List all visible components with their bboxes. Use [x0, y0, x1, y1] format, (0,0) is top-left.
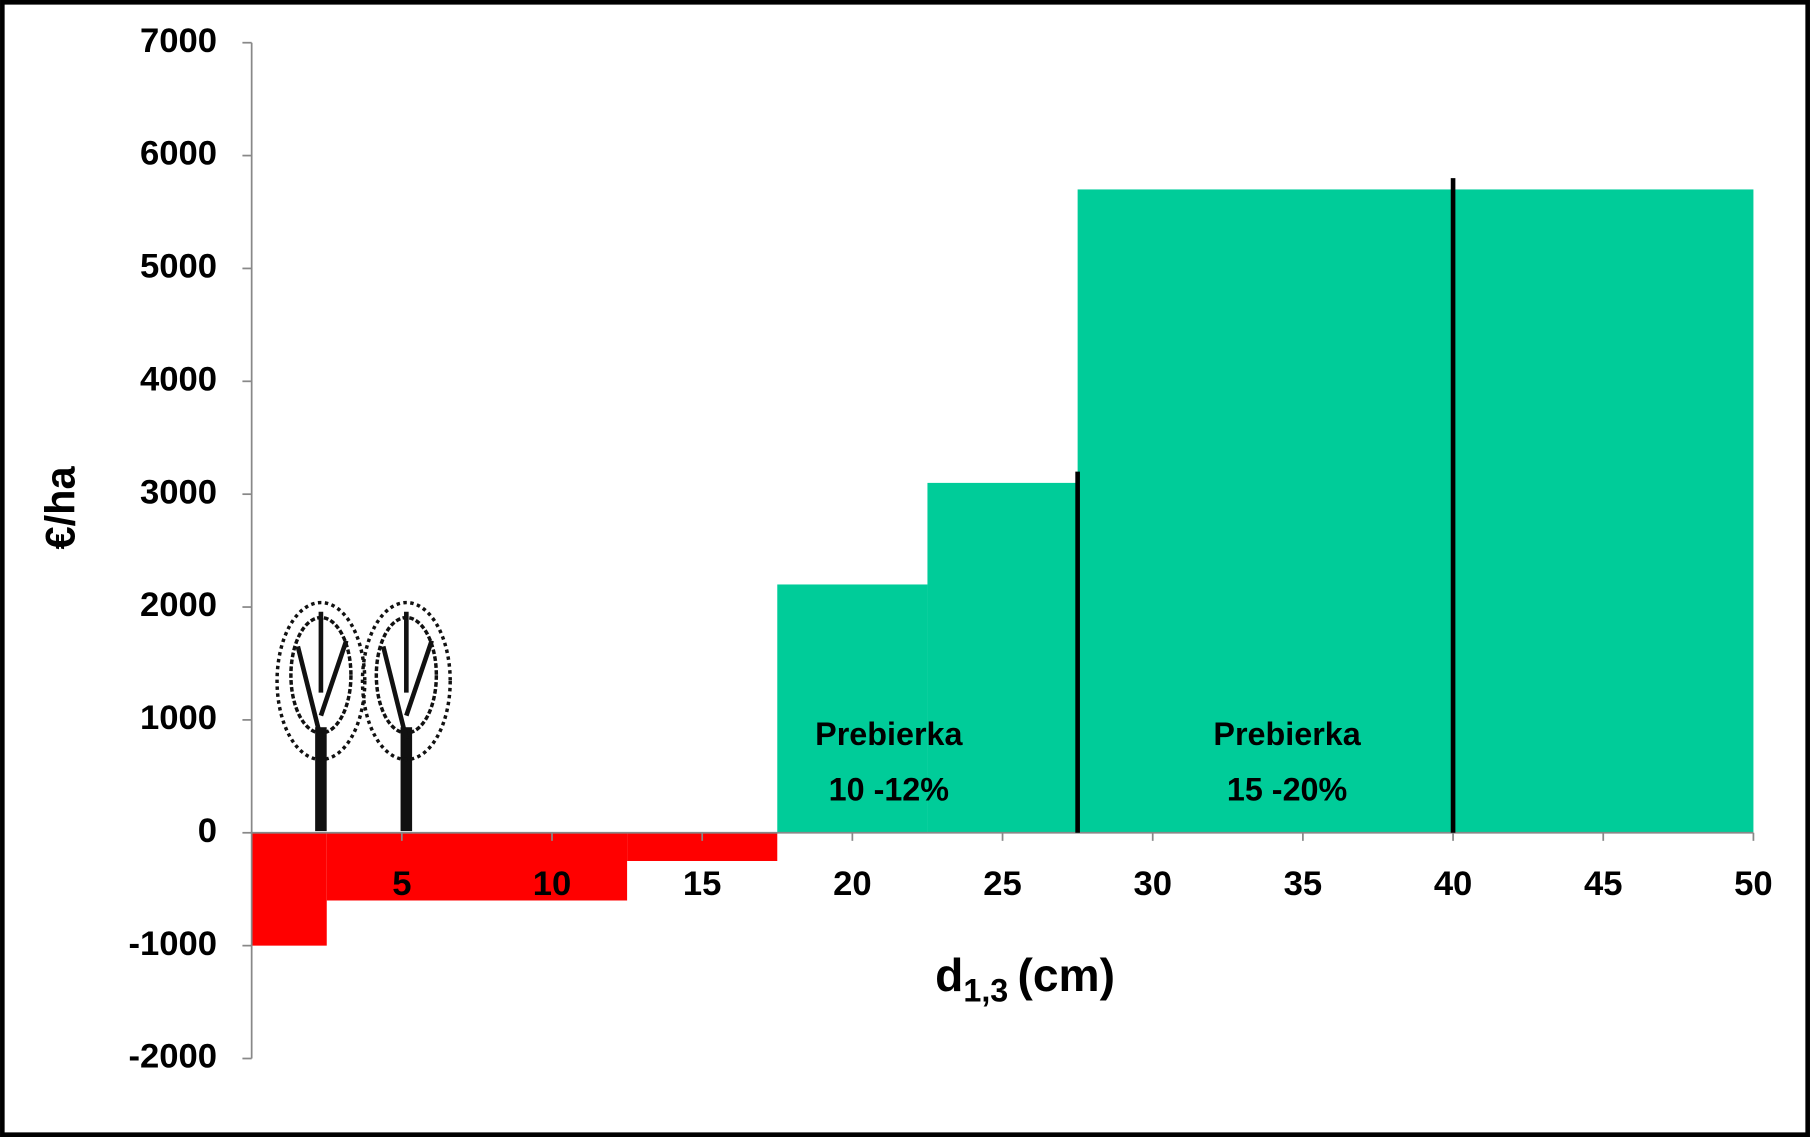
- bar: [777, 584, 928, 833]
- annotation: 10 -12%: [829, 771, 949, 807]
- x-tick-label: 5: [392, 865, 411, 903]
- x-tick-label: 45: [1584, 865, 1623, 903]
- y-tick-label: -2000: [128, 1038, 217, 1076]
- tree-icons: [275, 600, 452, 832]
- x-tick-label: 40: [1434, 865, 1473, 903]
- y-tick-label: 6000: [140, 135, 217, 173]
- x-tick-label: 10: [533, 865, 571, 903]
- x-tick-label: 15: [683, 865, 722, 903]
- y-axis-label: €/ha: [36, 465, 83, 549]
- y-tick-label: 2000: [140, 586, 217, 624]
- y-tick-label: -1000: [128, 925, 217, 963]
- y-tick-label: 0: [198, 812, 217, 850]
- bar: [927, 482, 1078, 833]
- y-tick-label: 4000: [140, 360, 217, 398]
- annotation: Prebierka: [815, 716, 963, 752]
- y-tick-label: 7000: [140, 22, 217, 60]
- x-tick-label: 50: [1734, 865, 1773, 903]
- x-axis-label-subscript: 1,3: [963, 972, 1008, 1008]
- y-tick-label: 1000: [140, 699, 217, 737]
- x-tick-label: 30: [1133, 865, 1172, 903]
- y-tick-label: 3000: [140, 473, 217, 511]
- bar: [251, 832, 327, 946]
- bar: [326, 832, 628, 901]
- x-tick-label: 20: [833, 865, 872, 903]
- x-tick-label: 25: [983, 865, 1022, 903]
- bar: [1077, 189, 1754, 833]
- annotation: Prebierka: [1213, 716, 1361, 752]
- x-axis-label-suffix: (cm): [1018, 949, 1115, 1001]
- x-tick-label: 35: [1284, 865, 1323, 903]
- x-axis-label: d1,3 (cm): [935, 949, 1115, 1008]
- y-tick-label: 5000: [140, 248, 217, 286]
- x-axis-label-main: d: [935, 949, 963, 1001]
- annotation: 15 -20%: [1227, 771, 1347, 807]
